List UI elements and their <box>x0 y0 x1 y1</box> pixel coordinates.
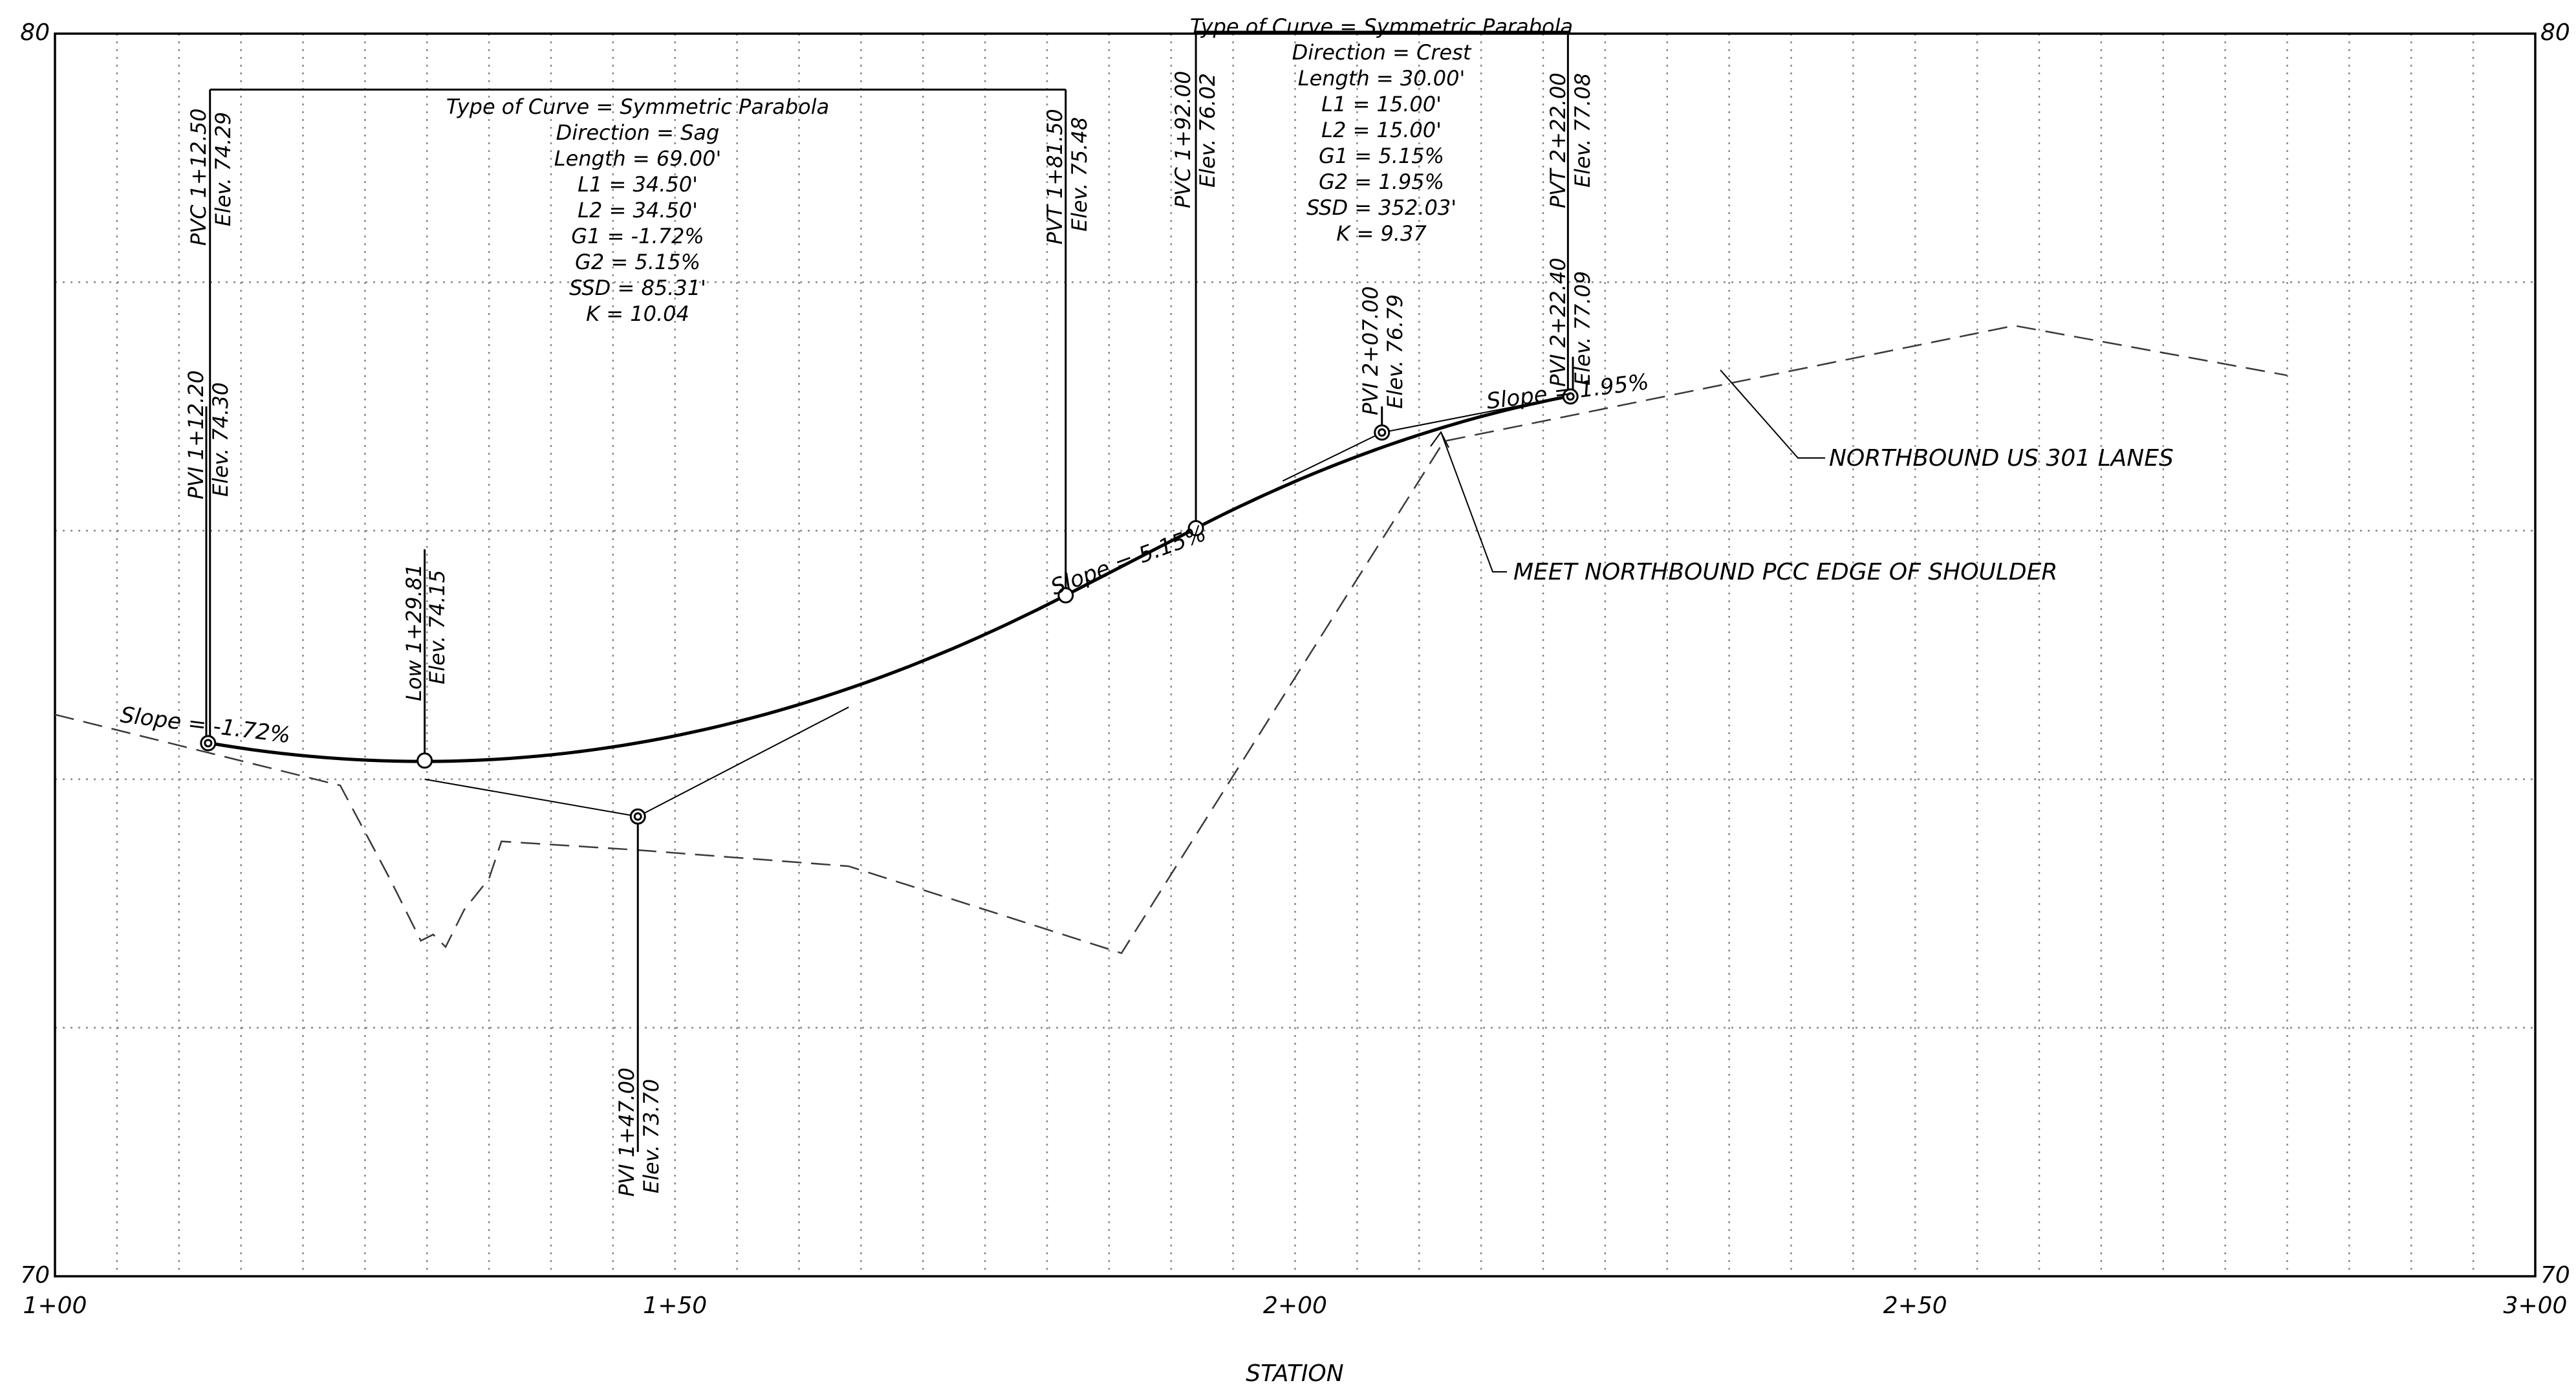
pvt1-station-label: PVT 1+81.50 <box>1043 109 1067 245</box>
axis-labels: 1+00 1+50 2+00 2+50 3+00 80 70 80 70 <box>20 19 2570 1319</box>
tangent-lines <box>424 395 1574 818</box>
sag-tangent-back <box>424 778 638 818</box>
sag-curve-direction: Direction = Sag <box>556 120 720 145</box>
sag-curve-length: Length = 69.00' <box>554 146 722 171</box>
y-tick-label-left: 80 <box>20 19 50 46</box>
shoulder-arrow <box>1430 431 1449 448</box>
pvt2-marker-inner <box>1566 392 1575 401</box>
pvc1-elev-label: Elev. 74.29 <box>211 112 235 226</box>
pvt1-elev-label: Elev. 75.48 <box>1067 117 1092 232</box>
pvc2-station-label: PVC 1+92.00 <box>1171 71 1195 208</box>
sag-curve-l2: L2 = 34.50' <box>578 198 698 223</box>
x-axis-title: STATION <box>1246 1360 1343 1387</box>
northbound-leader <box>1720 369 1825 459</box>
crest-curve-type: Type of Curve = Symmetric Parabola <box>1190 14 1573 39</box>
plot-frame <box>54 32 2537 1278</box>
sag-curve-data: Type of Curve = Symmetric Parabola Direc… <box>446 94 829 326</box>
shoulder-annotation: MEET NORTHBOUND PCC EDGE OF SHOULDER <box>1513 559 2057 585</box>
crest-curve-g2: G2 = 1.95% <box>1319 169 1444 194</box>
pvi3-marker-inner <box>1378 428 1387 437</box>
crest-curve-g1: G1 = 5.15% <box>1319 144 1444 168</box>
northbound-annotation: NORTHBOUND US 301 LANES <box>1829 445 2174 472</box>
pvc1-marker-inner <box>204 739 213 748</box>
y-tick-label-right: 80 <box>2540 19 2570 46</box>
pvi3-station-label: PVI 2+07.00 <box>1358 286 1383 415</box>
crest-curve-length: Length = 30.00' <box>1298 66 1466 91</box>
shoulder-leader <box>1440 431 1507 572</box>
sag-curve-l1: L1 = 34.50' <box>578 172 698 197</box>
pvi2-marker-inner <box>633 812 642 821</box>
pvi1-station-label: PVI 1+12.20 <box>184 370 208 499</box>
existing-ground-line <box>54 325 2288 954</box>
sag-curve-ssd: SSD = 85.31' <box>569 276 706 300</box>
x-tick-label: 3+00 <box>2504 1292 2568 1319</box>
x-tick-label: 2+50 <box>1883 1292 1947 1319</box>
sag-curve-g2: G2 = 5.15% <box>575 250 700 274</box>
sag-curve-g1: G1 = -1.72% <box>571 224 704 248</box>
sag-curve-type: Type of Curve = Symmetric Parabola <box>446 94 829 119</box>
pvi4-elev-label: Elev. 77.09 <box>1570 271 1595 386</box>
crest-curve-data: Type of Curve = Symmetric Parabola Direc… <box>1190 14 1573 246</box>
pvt2-station-label: PVT 2+22.00 <box>1546 72 1570 208</box>
pvi2-elev-label: Elev. 73.70 <box>639 1079 664 1193</box>
pvi2-station-label: PVI 1+47.00 <box>614 1067 639 1197</box>
pvc1-station-label: PVC 1+12.50 <box>186 109 211 246</box>
low-elev-label: Elev. 74.15 <box>425 570 449 684</box>
crest-tangent-back <box>1282 431 1383 482</box>
sag-tangent-ahead <box>637 706 849 818</box>
grid-layer <box>55 34 2535 1276</box>
pvi3-elev-label: Elev. 76.79 <box>1383 294 1407 409</box>
x-tick-label: 2+00 <box>1263 1292 1327 1319</box>
slope-label-2: Slope = 5.15% <box>1047 521 1209 601</box>
point-markers <box>200 388 1579 825</box>
crest-curve-k: K = 9.37 <box>1336 221 1427 246</box>
pvi1-elev-label: Elev. 74.30 <box>208 382 233 497</box>
crest-curve-direction: Direction = Crest <box>1292 40 1472 65</box>
callout-stems <box>205 34 1574 1152</box>
pvt1-marker <box>1057 587 1074 604</box>
pvi4-station-label: PVI 2+22.40 <box>1546 257 1570 387</box>
pvc2-marker <box>1187 520 1204 537</box>
crest-curve-l1: L1 = 15.00' <box>1321 92 1442 116</box>
pvt2-elev-label: Elev. 77.08 <box>1570 73 1595 188</box>
low-station-label: Low 1+29.81 <box>402 563 426 701</box>
x-tick-label: 1+50 <box>643 1292 707 1319</box>
pvc2-elev-label: Elev. 76.02 <box>1195 73 1220 188</box>
crest-curve-ssd: SSD = 352.03' <box>1306 195 1456 220</box>
sag-curve-k: K = 10.04 <box>586 301 689 326</box>
y-tick-label-right: 70 <box>2540 1262 2570 1289</box>
crest-curve-l2: L2 = 15.00' <box>1321 118 1442 142</box>
design-grade-line <box>206 393 1574 763</box>
curve-brackets <box>210 30 1568 91</box>
x-tick-label: 1+00 <box>23 1292 87 1319</box>
y-tick-label-left: 70 <box>20 1262 50 1289</box>
low-marker <box>417 752 433 769</box>
